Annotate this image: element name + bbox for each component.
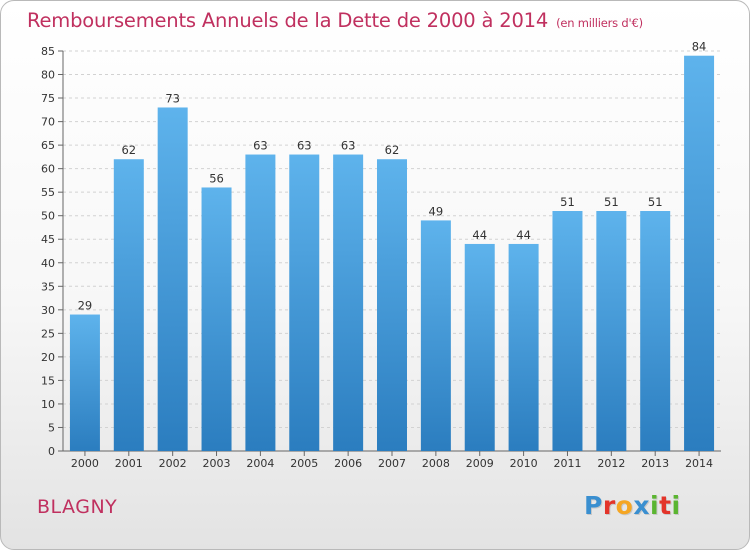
- x-tick-label: 2000: [71, 457, 99, 470]
- bar: [464, 243, 495, 451]
- logo-letter: r: [602, 491, 616, 520]
- y-tick-label: 75: [41, 92, 55, 105]
- data-label: 62: [385, 143, 400, 157]
- x-tick-label: 2006: [334, 457, 362, 470]
- bar: [333, 154, 364, 451]
- x-tick-label: 2008: [422, 457, 450, 470]
- x-tick-label: 2010: [510, 457, 538, 470]
- data-label: 84: [692, 40, 707, 54]
- bar: [596, 211, 627, 451]
- x-tick-label: 2004: [246, 457, 274, 470]
- y-tick-label: 70: [41, 116, 55, 129]
- logo-letter: t: [659, 491, 672, 520]
- y-tick-label: 30: [41, 304, 55, 317]
- bar: [508, 243, 539, 451]
- data-label: 63: [297, 139, 312, 153]
- y-tick-label: 25: [41, 327, 55, 340]
- x-tick-label: 2005: [290, 457, 318, 470]
- y-tick-label: 5: [48, 421, 55, 434]
- data-label: 63: [341, 139, 356, 153]
- y-tick-label: 55: [41, 186, 55, 199]
- data-label: 51: [604, 195, 619, 209]
- chart-title: Remboursements Annuels de la Dette de 20…: [27, 9, 643, 32]
- y-tick-label: 10: [41, 398, 55, 411]
- y-tick-label: 15: [41, 374, 55, 387]
- bar: [289, 154, 320, 451]
- bar: [113, 159, 144, 451]
- logo-letter: i: [650, 491, 660, 520]
- logo-letter: o: [615, 491, 634, 520]
- x-tick-label: 2001: [115, 457, 143, 470]
- data-label: 49: [429, 204, 444, 218]
- labels: 0 5 10 15 20 25 30 35 40 45 50 55 60 65 70 75 80 85 29 2000…: [41, 40, 713, 470]
- x-tick-label: 2013: [641, 457, 669, 470]
- data-label: 29: [78, 299, 93, 313]
- y-tick-label: 60: [41, 163, 55, 176]
- y-tick-label: 20: [41, 351, 55, 364]
- proxiti-logo[interactable]: Proxiti: [584, 491, 681, 520]
- bars: [69, 55, 715, 452]
- commune-name: BLAGNY: [37, 496, 118, 518]
- x-tick-label: 2003: [203, 457, 231, 470]
- chart-subtitle: (en milliers d'€): [556, 16, 643, 30]
- bar: [640, 211, 671, 451]
- logo-letter: x: [633, 491, 650, 520]
- data-label: 44: [516, 228, 531, 242]
- bar: [684, 55, 715, 452]
- chart-title-text: Remboursements Annuels de la Dette de 20…: [27, 9, 549, 32]
- x-tick-label: 2007: [378, 457, 406, 470]
- x-tick-label: 2002: [159, 457, 187, 470]
- data-label: 51: [648, 195, 663, 209]
- y-tick-label: 80: [41, 69, 55, 82]
- y-tick-label: 50: [41, 210, 55, 223]
- data-label: 63: [253, 139, 268, 153]
- data-label: 73: [165, 91, 180, 105]
- data-label: 56: [209, 171, 224, 185]
- y-tick-label: 45: [41, 233, 55, 246]
- logo-letter: P: [584, 491, 603, 520]
- y-tick-label: 85: [41, 45, 55, 58]
- bar: [245, 154, 276, 451]
- data-label: 51: [560, 195, 575, 209]
- x-tick-label: 2011: [553, 457, 581, 470]
- bar: [420, 220, 451, 451]
- y-tick-label: 40: [41, 257, 55, 270]
- data-label: 44: [472, 228, 487, 242]
- x-tick-label: 2014: [685, 457, 713, 470]
- logo-letter: i: [671, 491, 681, 520]
- x-tick-label: 2012: [597, 457, 625, 470]
- y-tick-label: 65: [41, 139, 55, 152]
- x-tick-label: 2009: [466, 457, 494, 470]
- bar: [69, 314, 100, 451]
- y-tick-label: 0: [48, 445, 55, 458]
- data-label: 62: [121, 143, 136, 157]
- y-tick-label: 35: [41, 280, 55, 293]
- bar: [377, 159, 407, 451]
- bar: [201, 187, 232, 451]
- bar: [552, 211, 583, 451]
- bar: [157, 107, 188, 452]
